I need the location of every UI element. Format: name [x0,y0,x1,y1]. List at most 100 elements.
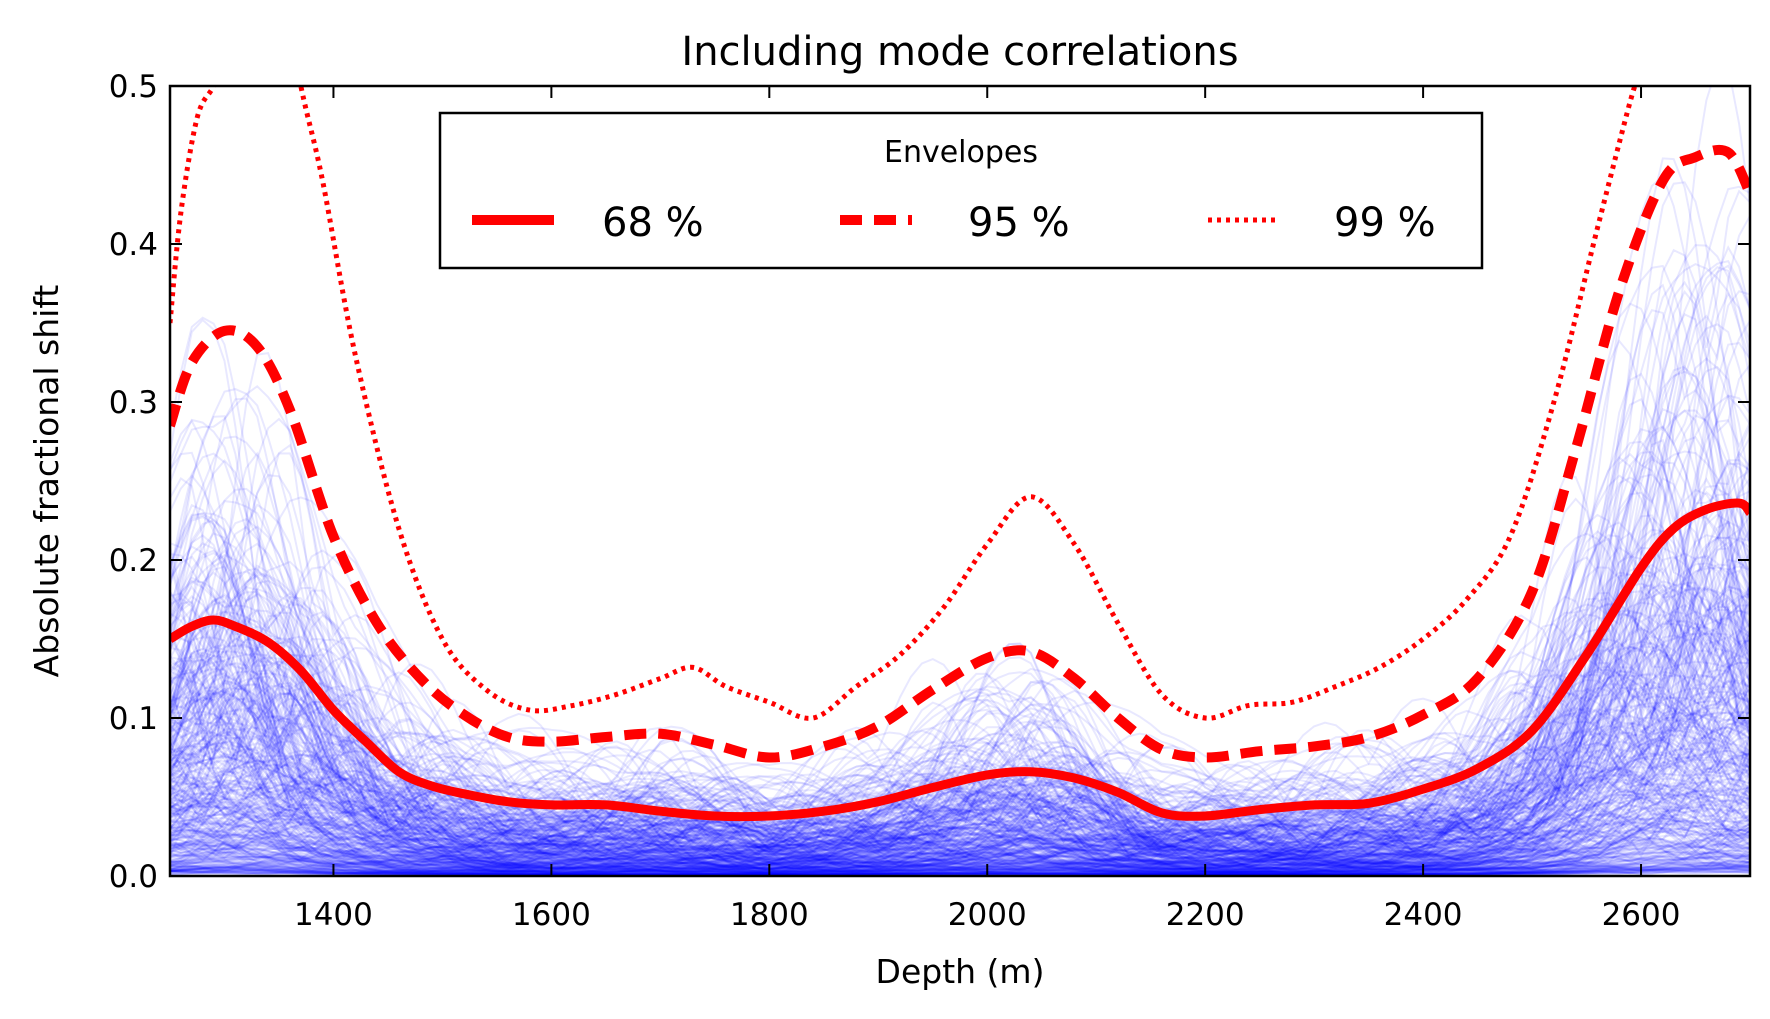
sample-curve [170,741,1750,863]
sample-curve [170,394,1750,856]
sample-curve [170,632,1750,860]
sample-curve [170,866,1750,876]
sample-curve [170,556,1750,865]
sample-curve [170,777,1750,871]
sample-curve [170,829,1750,873]
sample-curve [170,795,1750,873]
sample-curve [170,734,1750,872]
sample-curve [170,850,1750,876]
sample-curve [170,514,1750,854]
x-tick-label: 2200 [1166,897,1245,933]
sample-curve [170,845,1750,874]
sample-curve [170,750,1750,870]
sample-curve [170,855,1750,875]
sample-curve [170,839,1750,874]
sample-curve [170,753,1750,867]
sample-curve [170,751,1750,865]
sample-curve [170,867,1750,876]
sample-curve [170,587,1750,861]
sample-curve [170,262,1750,848]
sample-curve [170,605,1750,865]
y-tick-label: 0.0 [109,859,158,895]
sample-curve [170,710,1750,866]
sample-curve [170,654,1750,869]
sample-curve [170,841,1750,874]
sample-curve [170,679,1750,864]
sample-curve [170,836,1750,874]
sample-curve [170,686,1750,860]
sample-curve [170,843,1750,874]
sample-curve [170,414,1750,850]
sample-curve [170,643,1750,859]
sample-curve [170,419,1750,855]
sample-curve [170,799,1750,872]
sample-curve [170,438,1750,854]
sample-curve [170,846,1750,875]
sample-curve [170,366,1750,847]
sample-curve [170,738,1750,865]
sample-curve [170,592,1750,859]
sample-curve [170,86,1750,835]
sample-curve [170,679,1750,859]
sample-curve [170,854,1750,875]
sample-curve [170,603,1750,853]
sample-curve [170,820,1750,874]
x-axis-title: Depth (m) [876,952,1045,991]
sample-curve [170,639,1750,867]
sample-curve [170,804,1750,874]
sample-curve [170,692,1750,860]
sample-curve [170,425,1750,851]
sample-curve [170,536,1750,854]
sample-curve [170,782,1750,871]
sample-curve [170,850,1750,876]
sample-curve [170,710,1750,867]
sample-curve [170,793,1750,870]
sample-curve [170,760,1750,869]
sample-curve [170,564,1750,855]
x-tick-label: 1400 [294,897,373,933]
sample-curve [170,748,1750,867]
sample-curve [170,799,1750,873]
sample-curve [170,610,1750,855]
sample-curve [170,781,1750,871]
legend-box [438,111,1484,270]
sample-curve [170,608,1750,862]
sample-curve [170,827,1750,870]
sample-curve [170,701,1750,866]
sample-curve [170,777,1750,868]
sample-curve [170,754,1750,872]
sample-curve [170,767,1750,870]
sample-curve [170,756,1750,871]
sample-curve [170,837,1750,875]
sample-curve [170,783,1750,872]
sample-curve [170,245,1750,858]
sample-curve [170,863,1750,876]
y-axis: 0.0 0.1 0.2 0.3 0.4 0.5 [109,69,1750,895]
sample-curve [170,725,1750,870]
sample-curve [170,866,1750,876]
sample-curve [170,174,1750,845]
envelope-curves [170,86,1750,822]
sample-curve [170,291,1750,859]
sample-curve [170,266,1750,845]
sample-curve [170,867,1750,876]
sample-curve [170,746,1750,869]
sample-curve [170,842,1750,876]
sample-curve [170,342,1750,853]
sample-curve [170,649,1750,855]
sample-curve [170,640,1750,856]
plot-frame [168,84,1752,878]
sample-curve [170,497,1750,860]
sample-curve [170,547,1750,859]
sample-curve [170,765,1750,866]
sample-curve [170,611,1750,858]
sample-curve [170,686,1750,862]
sample-curve [170,674,1750,859]
sample-curve [170,851,1750,875]
sample-curve [170,713,1750,868]
sample-curve [170,729,1750,870]
sample-curve [170,312,1750,849]
sample-curve [170,586,1750,859]
sample-curve [170,749,1750,871]
sample-curve [170,610,1750,860]
